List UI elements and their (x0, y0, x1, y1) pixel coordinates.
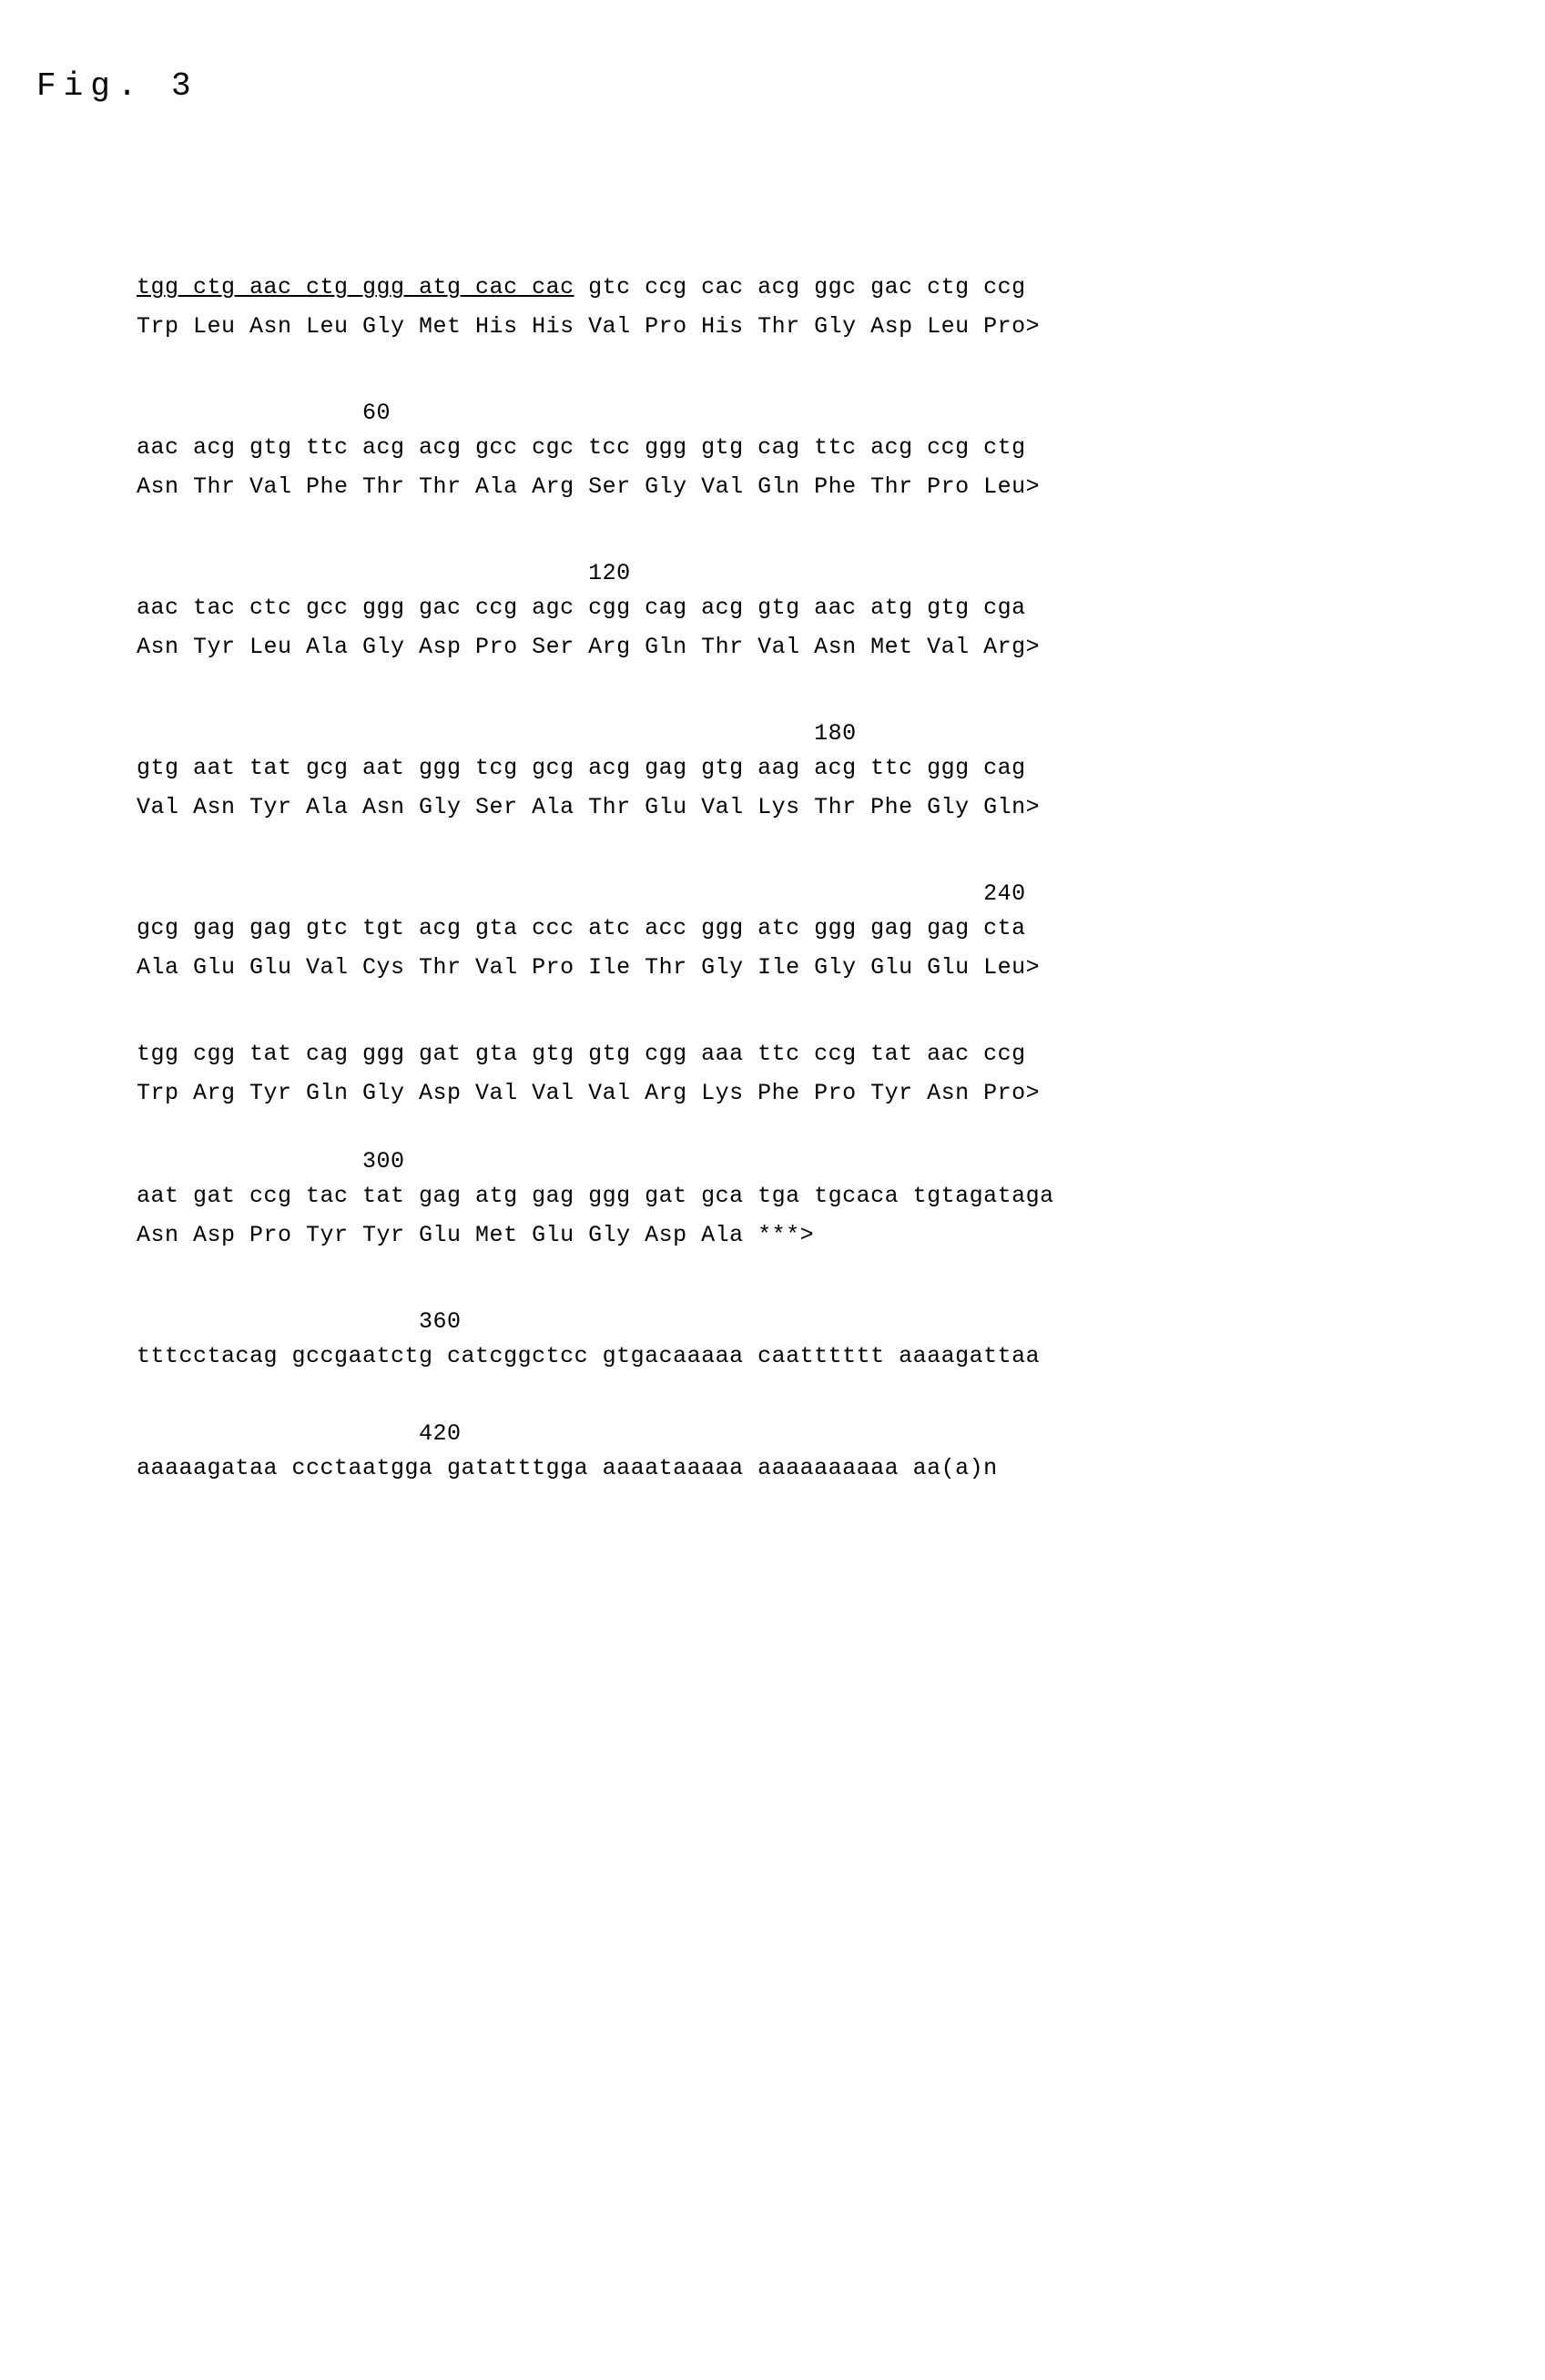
dna-sequence: tgg ctg aac ctg ggg atg cac cac gtc ccg … (137, 271, 1490, 303)
utr-block: 420 aaaaagataa ccctaatgga gatatttgga aaaa… (137, 1418, 1490, 1484)
sequence-block: 240 gcg gag gag gtc tgt acg gta ccc atc a… (137, 878, 1490, 983)
protein-sequence: Asn Tyr Leu Ala Gly Asp Pro Ser Arg Gln … (137, 631, 1490, 663)
position-marker (137, 237, 1490, 264)
sequence-block: 180 gtg aat tat gcg aat ggg tcg gcg acg g… (137, 717, 1490, 823)
utr-block: 360 tttcctacag gccgaatctg catcggctcc gtga… (137, 1306, 1490, 1372)
sequence-block: 60 aac acg gtg ttc acg acg gcc cgc tcc gg… (137, 397, 1490, 503)
dna-sequence: gtg aat tat gcg aat ggg tcg gcg acg gag … (137, 752, 1490, 784)
utr-sequence: tttcctacag gccgaatctg catcggctcc gtgacaa… (137, 1340, 1490, 1372)
position-marker: 300 (137, 1145, 1490, 1173)
position-marker: 420 (137, 1418, 1490, 1445)
protein-sequence: Val Asn Tyr Ala Asn Gly Ser Ala Thr Glu … (137, 791, 1490, 823)
position-marker: 180 (137, 717, 1490, 745)
dna-sequence: gcg gag gag gtc tgt acg gta ccc atc acc … (137, 912, 1490, 944)
sequence-block: 300 aat gat ccg tac tat gag atg gag ggg g… (137, 1145, 1490, 1251)
protein-sequence: Trp Arg Tyr Gln Gly Asp Val Val Val Arg … (137, 1077, 1490, 1109)
figure-title: Fig. 3 (36, 64, 1490, 109)
dna-sequence: tgg cgg tat cag ggg gat gta gtg gtg cgg … (137, 1038, 1490, 1070)
sequence-block: tgg cgg tat cag ggg gat gta gtg gtg cgg … (137, 1038, 1490, 1109)
position-marker: 240 (137, 878, 1490, 905)
position-marker: 360 (137, 1306, 1490, 1333)
protein-sequence: Asn Thr Val Phe Thr Thr Ala Arg Ser Gly … (137, 471, 1490, 503)
sequence-block: 120 aac tac ctc gcc ggg gac ccg agc cgg c… (137, 557, 1490, 663)
protein-sequence: Asn Asp Pro Tyr Tyr Glu Met Glu Gly Asp … (137, 1219, 1490, 1251)
position-marker: 120 (137, 557, 1490, 585)
protein-sequence: Ala Glu Glu Val Cys Thr Val Pro Ile Thr … (137, 951, 1490, 983)
sequence-content: tgg ctg aac ctg ggg atg cac cac gtc ccg … (137, 237, 1490, 1484)
protein-sequence: Trp Leu Asn Leu Gly Met His His Val Pro … (137, 310, 1490, 342)
dna-sequence: aat gat ccg tac tat gag atg gag ggg gat … (137, 1180, 1490, 1212)
dna-sequence: aac acg gtg ttc acg acg gcc cgc tcc ggg … (137, 432, 1490, 463)
sequence-block: tgg ctg aac ctg ggg atg cac cac gtc ccg … (137, 237, 1490, 342)
position-marker: 60 (137, 397, 1490, 424)
utr-sequence: aaaaagataa ccctaatgga gatatttgga aaaataa… (137, 1452, 1490, 1484)
dna-sequence: aac tac ctc gcc ggg gac ccg agc cgg cag … (137, 592, 1490, 624)
